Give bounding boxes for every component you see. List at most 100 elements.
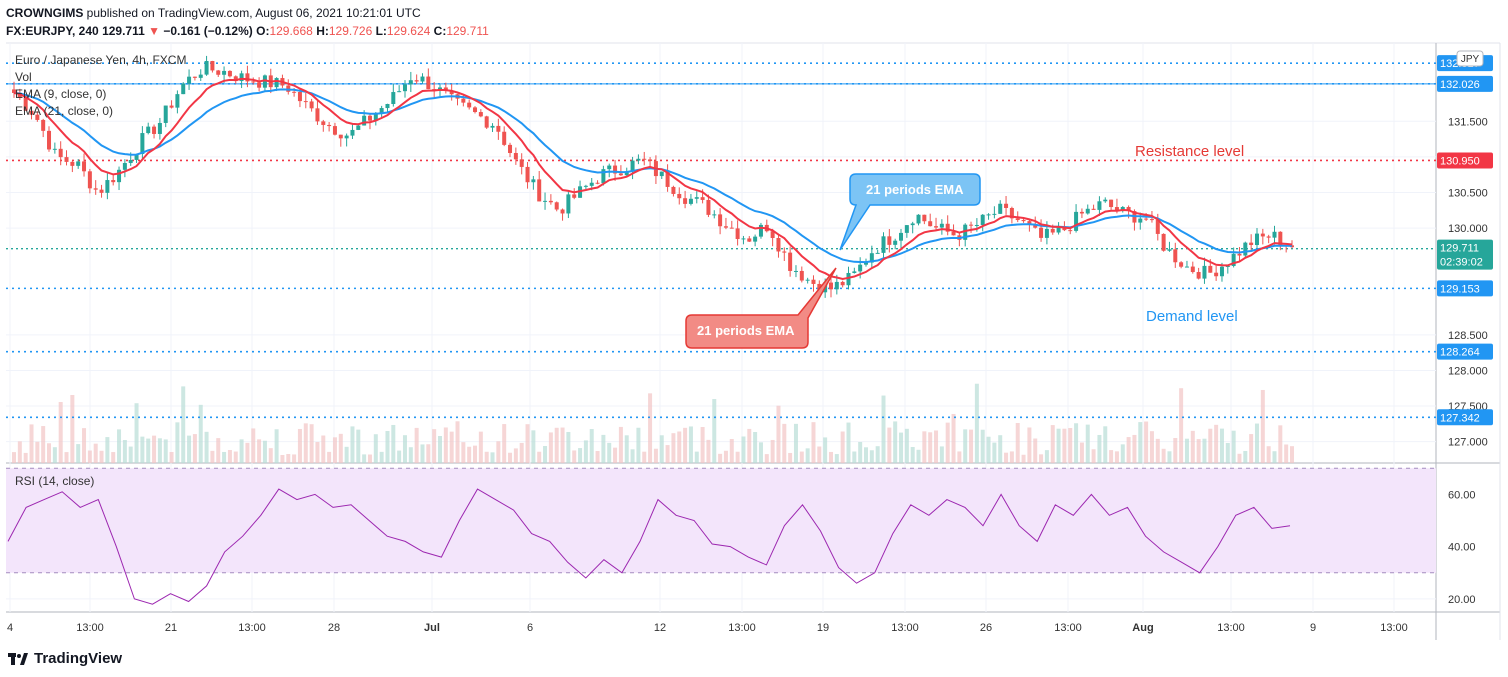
candle-body — [543, 200, 548, 202]
volume-bar — [601, 434, 606, 463]
candle-body — [332, 126, 337, 135]
volume-bar — [309, 424, 314, 463]
volume-bar — [823, 437, 828, 463]
candle-body — [1109, 199, 1114, 208]
low-value: 129.624 — [386, 24, 431, 38]
volume-bar — [613, 447, 618, 463]
chart-header: CROWNGIMS published on TradingView.com, … — [6, 6, 489, 39]
volume-bar — [198, 404, 203, 463]
volume-bar — [192, 434, 197, 463]
candle-body — [169, 105, 174, 108]
volume-bar — [29, 424, 34, 463]
candle-body — [461, 98, 466, 103]
candle-body — [484, 116, 489, 128]
volume-bar — [770, 439, 775, 463]
volume-bar — [969, 429, 974, 463]
horizontal-levels[interactable] — [6, 62, 1436, 419]
candle-body — [1021, 220, 1026, 222]
volume-bar — [560, 427, 565, 463]
candle-body — [974, 224, 979, 226]
time-axis[interactable]: 4 13:00 21 13:00 28 Jul 6 12 13:00 19 13:00 26 13:00… — [7, 622, 1408, 634]
symbol-label[interactable]: FX:EURJPY, 240 — [6, 24, 99, 38]
candle-body — [525, 166, 530, 183]
candle-body — [893, 240, 898, 245]
volume-bar — [508, 452, 513, 463]
volume-bar — [373, 434, 378, 463]
volume-bar — [70, 394, 75, 463]
price-tag-text: 130.950 — [1440, 155, 1480, 167]
volume-bar — [1050, 425, 1055, 463]
rsi-axis[interactable]: 60.00 40.00 20.00 — [1448, 489, 1476, 606]
candle-body — [239, 73, 244, 82]
volume-bar — [957, 451, 962, 463]
candle-body — [723, 226, 728, 228]
time-tick-label: 13:00 — [76, 622, 104, 634]
tradingview-logo[interactable]: TradingView — [8, 650, 122, 667]
volume-bar — [338, 433, 343, 463]
volume-bar — [87, 450, 92, 463]
volume-bar — [531, 430, 536, 463]
candle-body — [811, 279, 816, 284]
countdown-text: 02:39:02 — [1440, 257, 1483, 269]
volume-bar — [169, 451, 174, 463]
volume-bar — [292, 454, 297, 463]
volume-bar — [1231, 430, 1236, 463]
volume-bar — [706, 439, 711, 463]
candle-body — [1266, 236, 1271, 238]
candle-body — [1097, 201, 1102, 210]
volume-bar — [899, 432, 904, 463]
candle-body — [945, 223, 950, 232]
volume-bar — [1044, 450, 1049, 463]
candle-body — [344, 135, 349, 139]
volume-bar — [1091, 449, 1096, 463]
candle-body — [1027, 221, 1032, 225]
candle-body — [513, 152, 518, 160]
volume-bars — [12, 383, 1294, 463]
volume-bar — [828, 451, 833, 463]
price-tick-label: 130.500 — [1448, 187, 1488, 199]
volume-bar — [1132, 434, 1137, 463]
candle-body — [76, 161, 81, 166]
candle-body — [157, 122, 162, 134]
candle-body — [1202, 265, 1207, 279]
rsi-band-lines — [6, 467, 1436, 574]
volume-bar — [1027, 427, 1032, 463]
volume-bar — [1103, 426, 1108, 463]
volume-bar — [513, 448, 518, 463]
candle-body — [420, 76, 425, 82]
candle-body — [1126, 207, 1131, 212]
volume-bar — [502, 424, 507, 463]
candle-body — [233, 76, 238, 82]
candle-body — [12, 89, 16, 93]
candle-body — [951, 231, 956, 236]
volume-bar — [1190, 430, 1195, 463]
candle-body — [23, 97, 28, 111]
volume-bar — [834, 454, 839, 463]
high-value: 129.726 — [328, 24, 373, 38]
volume-bar — [1039, 454, 1044, 463]
volume-bar — [111, 452, 116, 463]
volume-bar — [233, 451, 238, 463]
volume-bar — [1126, 437, 1131, 463]
candle-body — [58, 148, 63, 158]
volume-bar — [122, 439, 127, 463]
volume-bar — [1155, 438, 1160, 463]
candle-body — [1074, 211, 1079, 231]
volume-bar — [1079, 442, 1084, 463]
legend-instrument: Euro / Japanese Yen, 4h, FXCM — [15, 53, 186, 67]
price-tag — [1437, 280, 1493, 297]
publisher-name[interactable]: CROWNGIMS — [6, 6, 84, 20]
volume-bar — [963, 429, 968, 463]
candle-body — [980, 214, 985, 225]
rsi-tick-label: 40.00 — [1448, 542, 1476, 554]
volume-bar — [817, 446, 822, 463]
volume-bar — [1196, 439, 1201, 463]
candle-body — [1290, 245, 1294, 248]
volume-bar — [82, 428, 87, 463]
currency-badge[interactable]: JPY — [1456, 50, 1484, 67]
candle-body — [175, 94, 180, 108]
currency-badge-text: JPY — [1461, 54, 1480, 65]
candle-body — [70, 161, 75, 166]
candle-body — [531, 179, 536, 183]
